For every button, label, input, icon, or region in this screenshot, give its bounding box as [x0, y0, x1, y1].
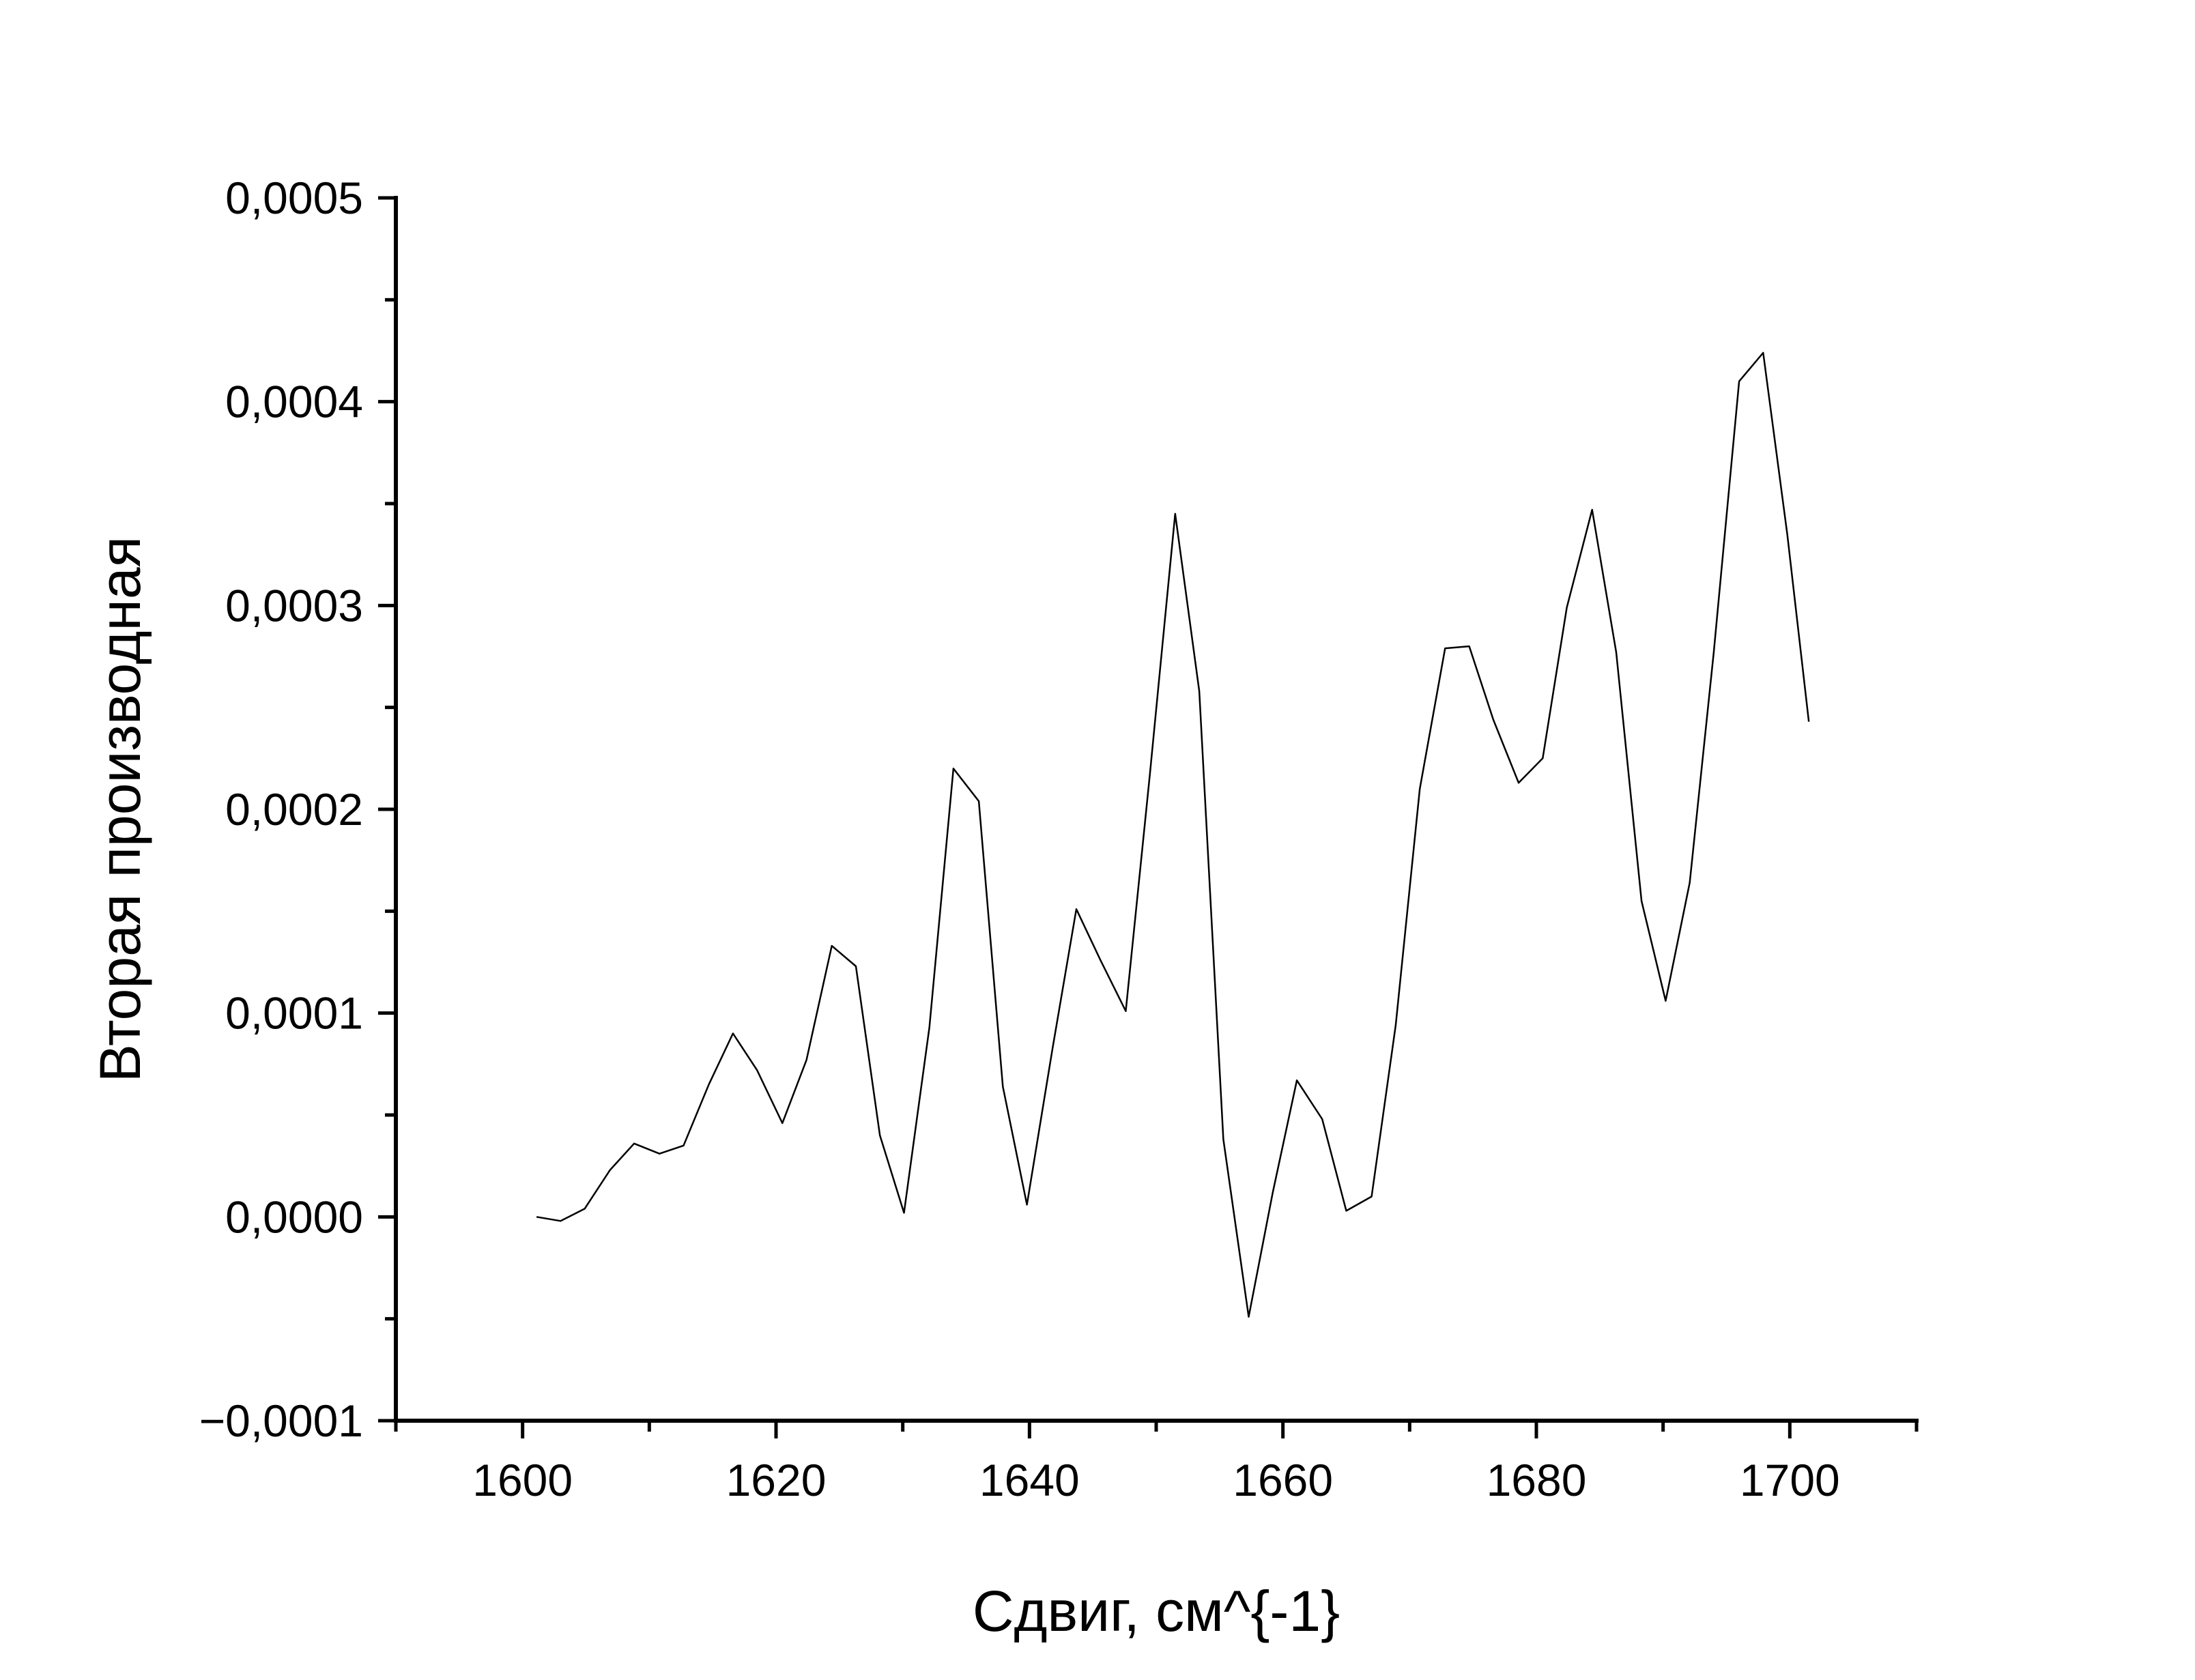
y-tick-label: 0,0000 [225, 1191, 363, 1242]
x-tick-label: 1600 [472, 1455, 573, 1505]
y-tick-label: 0,0004 [225, 377, 363, 427]
ticks: 1600 1620 1640 1660 1680 1700 −0,0001 0,0000 0,0… [199, 173, 1919, 1505]
series-layer [536, 351, 1810, 1318]
series-line-0 [536, 351, 1810, 1318]
x-tick-label: 1640 [979, 1455, 1080, 1505]
x-tick-label: 1620 [726, 1455, 827, 1505]
x-tick-label: 1700 [1740, 1455, 1840, 1505]
y-tick-label: 0,0001 [225, 988, 363, 1039]
y-tick-label: 0,0003 [225, 580, 363, 631]
y-tick-label: −0,0001 [199, 1395, 363, 1446]
x-tick-label: 1680 [1487, 1455, 1587, 1505]
x-tick-label: 1660 [1233, 1455, 1333, 1505]
x-axis-title: Сдвиг, см^{-1} [973, 1579, 1340, 1643]
y-tick-label: 0,0002 [225, 784, 363, 835]
y-axis-title: Вторая производная [88, 536, 152, 1082]
axes [394, 196, 1919, 1423]
y-tick-label: 0,0005 [225, 173, 363, 223]
